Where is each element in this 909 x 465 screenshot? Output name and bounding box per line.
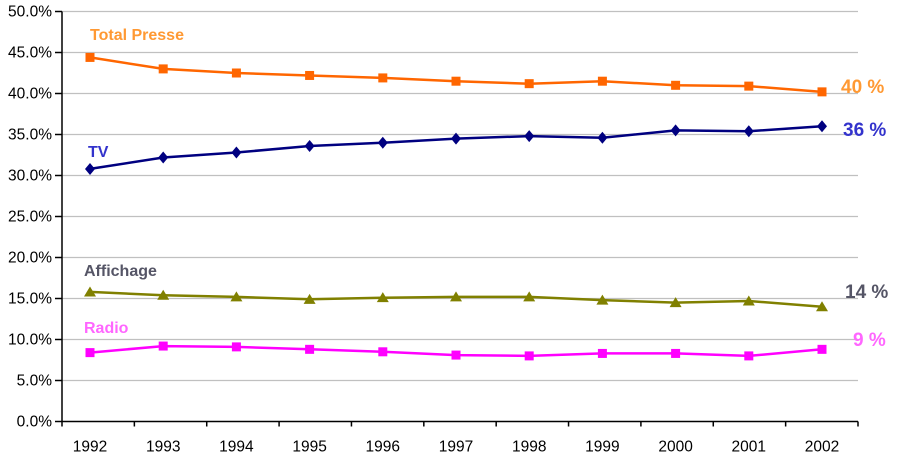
y-tick-label: 15.0%: [8, 291, 52, 308]
data-point-marker: [305, 70, 315, 80]
data-point-marker: [597, 131, 608, 144]
data-point-marker: [671, 80, 681, 90]
data-point-marker: [524, 79, 534, 89]
data-point-marker: [230, 291, 243, 302]
data-point-marker: [742, 295, 755, 306]
series-tv: [85, 120, 827, 175]
data-point-marker: [744, 351, 754, 361]
x-tick-label: 2002: [805, 439, 839, 456]
data-point-marker: [85, 162, 95, 175]
x-tick-label: 1992: [73, 439, 107, 456]
y-tick-label: 50.0%: [8, 4, 52, 21]
data-point-marker: [231, 146, 242, 159]
y-tick-label: 40.0%: [8, 86, 52, 103]
data-point-marker: [597, 348, 607, 358]
data-point-marker: [303, 293, 316, 304]
data-point-marker: [744, 81, 754, 91]
x-tick-label: 1999: [585, 439, 619, 456]
x-tick-label: 1997: [439, 439, 473, 456]
data-point-marker: [523, 291, 536, 302]
data-point-marker: [671, 348, 681, 358]
x-tick-label: 1998: [512, 439, 546, 456]
end-value-label-radio: 9 %: [853, 330, 886, 351]
data-point-marker: [157, 289, 170, 300]
data-point-marker: [305, 344, 315, 354]
data-point-marker: [304, 139, 315, 152]
series-affichage: [84, 286, 828, 312]
data-point-marker: [231, 68, 241, 78]
data-point-marker: [378, 73, 388, 83]
data-point-marker: [451, 350, 461, 360]
data-point-marker: [158, 341, 168, 351]
data-point-marker: [231, 342, 241, 352]
data-point-marker: [450, 291, 462, 302]
y-tick-label: 10.0%: [8, 332, 52, 349]
data-point-marker: [596, 294, 609, 305]
end-value-label-tv: 36 %: [843, 120, 887, 141]
data-point-marker: [669, 297, 682, 308]
data-point-marker: [85, 348, 95, 358]
data-point-marker: [817, 120, 827, 133]
data-point-marker: [451, 76, 461, 86]
x-tick-label: 2001: [732, 439, 766, 456]
series-label-total-presse: Total Presse: [90, 27, 184, 44]
data-point-marker: [524, 351, 534, 361]
y-axis-ticks: 50.0% 45.0% 40.0% 35.0% 30.0% 25.0% 20.0% 15.0%…: [8, 4, 62, 431]
x-tick-label: 1996: [366, 439, 400, 456]
series-total-presse: [85, 52, 827, 97]
data-point-marker: [84, 286, 96, 297]
data-point-marker: [158, 151, 169, 164]
series-label-radio: Radio: [84, 320, 129, 337]
data-point-marker: [158, 64, 168, 74]
end-value-label-affichage: 14 %: [845, 282, 889, 303]
x-tick-label: 2000: [658, 439, 693, 456]
end-value-label-total-presse: 40 %: [841, 77, 885, 98]
data-point-marker: [378, 347, 388, 357]
data-point-marker: [597, 76, 607, 86]
y-tick-label: 5.0%: [17, 373, 53, 390]
data-point-marker: [816, 301, 828, 312]
series-label-tv: TV: [88, 144, 109, 161]
x-tick-label: 1994: [219, 439, 254, 456]
y-tick-label: 35.0%: [8, 127, 52, 144]
data-point-marker: [817, 344, 827, 354]
data-point-marker: [817, 87, 827, 97]
data-point-marker: [85, 52, 95, 62]
x-axis-ticks: 1992 1993 1994 1995 1996 1997 1998 1999 2000 2001…: [61, 421, 859, 456]
data-point-marker: [451, 132, 461, 145]
data-point-marker: [524, 130, 535, 143]
data-point-marker: [377, 136, 388, 149]
y-tick-label: 0.0%: [17, 414, 53, 431]
series-line: [89, 56, 823, 94]
x-tick-label: 1993: [146, 439, 180, 456]
gridlines: [62, 10, 858, 382]
y-tick-label: 45.0%: [8, 45, 52, 62]
y-tick-label: 25.0%: [8, 209, 52, 226]
y-tick-label: 30.0%: [8, 168, 52, 185]
series-label-affichage: Affichage: [84, 263, 157, 280]
data-point-marker: [743, 125, 754, 138]
x-tick-label: 1995: [292, 439, 326, 456]
data-point-marker: [670, 124, 681, 137]
data-point-marker: [376, 292, 389, 303]
series-radio: [85, 341, 827, 361]
y-tick-label: 20.0%: [8, 250, 52, 267]
